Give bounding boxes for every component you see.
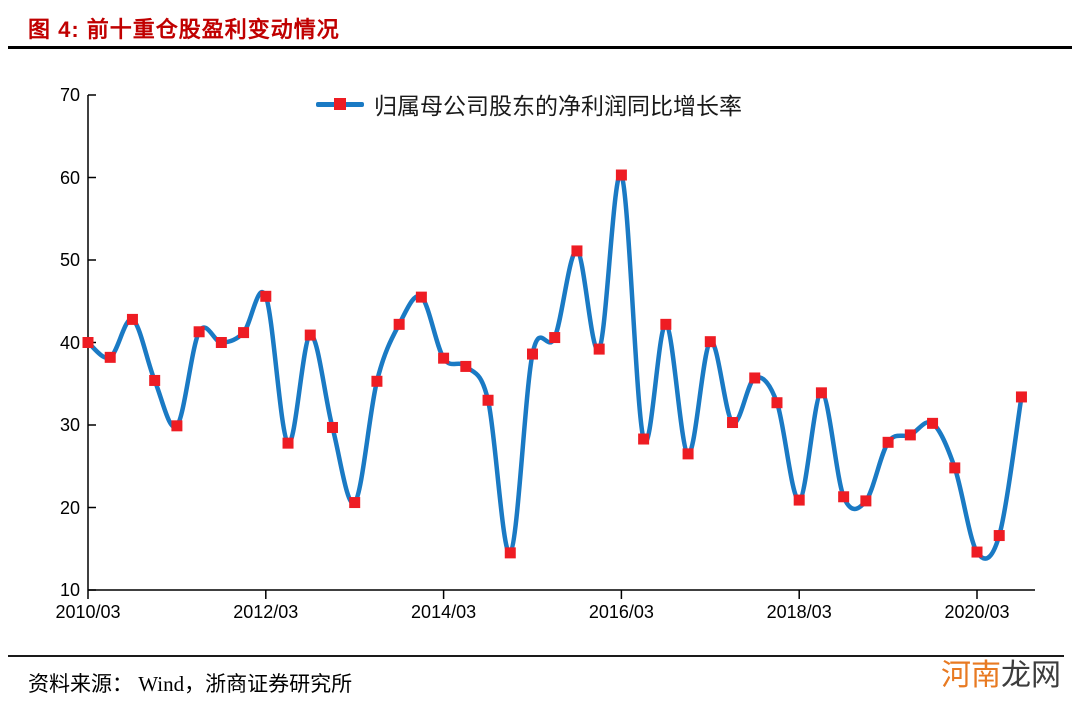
data-point-marker [593, 343, 605, 355]
data-point-marker [282, 437, 294, 449]
y-axis-tick-label: 50 [59, 250, 80, 270]
data-point-marker [171, 420, 183, 432]
data-point-marker [349, 497, 361, 509]
data-point-marker [949, 462, 961, 474]
data-point-marker [482, 394, 494, 406]
chart-legend: 归属母公司股东的净利润同比增长率 [316, 91, 742, 119]
data-point-marker [771, 397, 783, 409]
data-point-marker [371, 375, 383, 387]
data-point-marker [415, 291, 427, 303]
data-point-marker [104, 351, 116, 363]
y-axis-tick-label: 40 [59, 332, 80, 353]
x-axis-tick-label: 2014/03 [411, 602, 477, 622]
data-point-marker [304, 329, 316, 341]
data-point-marker [1015, 391, 1027, 403]
data-point-marker [860, 495, 872, 507]
y-axis-tick-label: 60 [59, 167, 80, 188]
data-point-marker [193, 326, 205, 338]
title-divider [8, 46, 1072, 49]
data-point-marker [260, 290, 272, 302]
data-point-marker [638, 433, 650, 445]
legend-red-square-icon [334, 98, 346, 110]
data-point-marker [704, 336, 716, 348]
data-point-marker [438, 352, 450, 364]
data-point-marker [815, 387, 827, 399]
data-point-marker [149, 374, 161, 386]
data-point-marker [615, 169, 627, 181]
data-point-marker [326, 421, 338, 433]
data-point-marker [993, 530, 1005, 542]
data-point-marker [527, 348, 538, 360]
figure-title: 图 4: 前十重仓股盈利变动情况 [28, 17, 340, 42]
data-point-marker [727, 417, 739, 429]
data-point-marker [393, 318, 405, 330]
data-point-marker [460, 360, 472, 372]
watermark-text-orange: 河南 [941, 659, 1001, 692]
x-axis-tick-label: 2010/03 [55, 602, 121, 622]
x-axis-tick-label: 2016/03 [588, 602, 654, 622]
data-point-marker [927, 417, 939, 429]
watermark-text-dark: 龙网 [1001, 659, 1061, 692]
y-axis-tick-label: 10 [59, 580, 80, 600]
data-point-marker [549, 332, 561, 344]
data-point-marker [749, 372, 761, 384]
data-point-marker [126, 313, 138, 325]
y-axis-tick-label: 70 [59, 85, 80, 105]
y-axis-tick-label: 30 [59, 415, 80, 435]
x-axis-tick-label: 2020/03 [944, 602, 1010, 622]
x-axis-tick-label: 2012/03 [233, 602, 299, 622]
data-point-marker [82, 337, 94, 348]
y-axis-tick-label: 20 [59, 497, 80, 518]
data-point-marker [238, 327, 250, 339]
data-point-marker [971, 546, 983, 558]
data-point-marker [882, 436, 894, 448]
x-axis-tick-label: 2018/03 [766, 602, 832, 622]
data-point-marker [904, 429, 916, 441]
data-point-marker [793, 494, 805, 506]
series-line [85, 172, 1024, 561]
data-point-marker [504, 547, 516, 559]
data-point-marker [682, 448, 694, 460]
watermark: 河南龙网 [941, 659, 1061, 693]
legend-label: 归属母公司股东的净利润同比增长率 [374, 93, 742, 119]
data-point-marker [838, 491, 850, 503]
data-point-marker [660, 318, 672, 330]
profit-growth-chart: 70 60 50 40 30 20 10 2010/03 2012/03 2014/03 2016… [55, 85, 1035, 622]
data-point-marker [571, 245, 583, 257]
footer-divider [8, 655, 1064, 657]
source-note: 资料来源： Wind，浙商证券研究所 [28, 672, 353, 696]
data-point-marker [215, 337, 227, 348]
legend-line [316, 98, 364, 110]
